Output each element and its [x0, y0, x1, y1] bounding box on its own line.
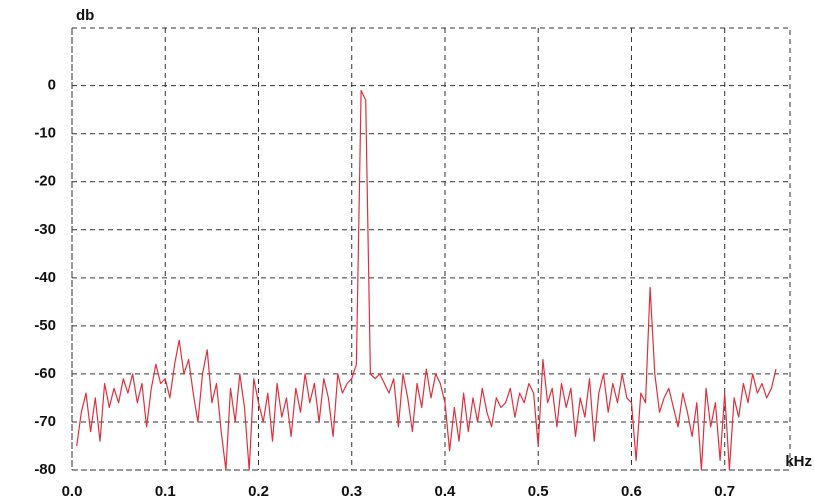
y-tick-label: -50: [34, 317, 56, 334]
y-tick-label: -80: [34, 461, 56, 478]
x-tick-label: 0.4: [435, 483, 457, 500]
y-axis-label: db: [76, 7, 94, 24]
plot-frame: [71, 27, 791, 471]
x-tick-label: 0.2: [248, 483, 269, 500]
y-tick-label: 0: [48, 77, 56, 94]
y-tick-label: -60: [34, 365, 56, 382]
x-tick-label: 0.1: [155, 483, 176, 500]
data-line: [76, 89, 777, 471]
y-tick-label: -20: [34, 173, 56, 190]
x-tick-label: 0.6: [621, 483, 642, 500]
x-tick-label: 0.5: [528, 483, 549, 500]
x-axis-label: kHz: [785, 453, 812, 470]
x-tick-label: 0.7: [714, 483, 735, 500]
x-tick-label: 0.0: [62, 483, 83, 500]
x-tick-label: 0.3: [341, 483, 362, 500]
y-tick-label: -10: [34, 125, 56, 142]
y-tick-label: -70: [34, 413, 56, 430]
y-tick-label: -40: [34, 269, 56, 286]
y-tick-label: -30: [34, 221, 56, 238]
